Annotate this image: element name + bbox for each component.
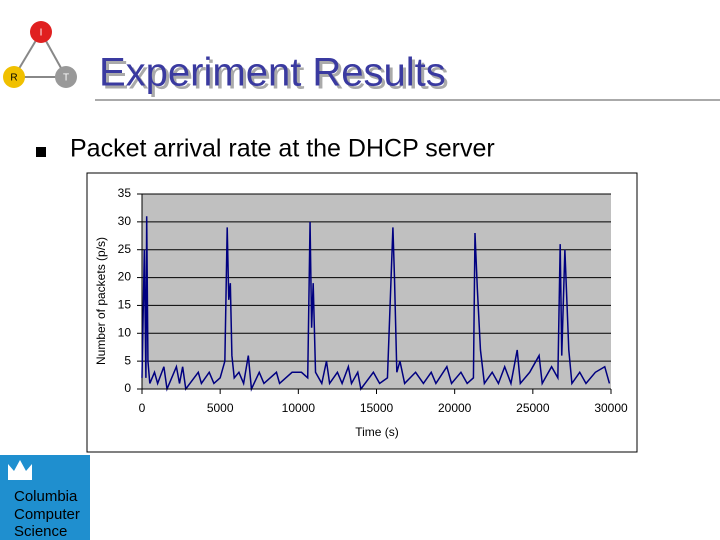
x-tick-label: 30000 [594, 401, 628, 415]
x-tick-label: 5000 [207, 401, 234, 415]
logo-node [3, 66, 25, 88]
footer-logo-text: Computer [14, 506, 80, 523]
slide-title: Experiment Results [99, 51, 446, 95]
x-tick-label: 0 [139, 401, 146, 415]
footer-logo-text: Columbia [14, 488, 78, 505]
y-tick-label: 20 [118, 270, 132, 284]
bullet-mark [36, 147, 46, 157]
footer-logo-box [0, 455, 90, 540]
logo: I R T [3, 21, 77, 88]
title-shadow: Experiment Results [102, 54, 449, 98]
bullet-text: Packet arrival rate at the DHCP server [70, 135, 495, 163]
y-tick-label: 10 [118, 325, 132, 339]
y-tick-label: 25 [118, 242, 132, 256]
plot-area [142, 194, 611, 389]
data-line [141, 216, 611, 392]
x-tick-label: 25000 [516, 401, 550, 415]
logo-label: R [10, 73, 17, 84]
y-tick-label: 30 [118, 214, 132, 228]
y-tick-label: 15 [118, 298, 132, 312]
crown-icon [8, 460, 32, 480]
plot: 0 5 10 15 20 25 30 35 0 5000 10000 15000 20000 25000 3… [118, 186, 628, 415]
logo-node [55, 66, 77, 88]
x-axis-label: Time (s) [355, 425, 399, 439]
y-tick-label: 35 [118, 186, 132, 200]
y-tick-label: 5 [124, 353, 131, 367]
x-tick-label: 10000 [282, 401, 316, 415]
logo-node [30, 21, 52, 43]
y-tick-label: 0 [124, 381, 131, 395]
footer-logo-text: Science [14, 523, 67, 540]
logo-label: T [63, 73, 69, 84]
logo-label: I [40, 28, 43, 39]
x-tick-label: 20000 [438, 401, 472, 415]
y-axis-label: Number of packets (p/s) [94, 237, 108, 365]
x-tick-label: 15000 [360, 401, 394, 415]
